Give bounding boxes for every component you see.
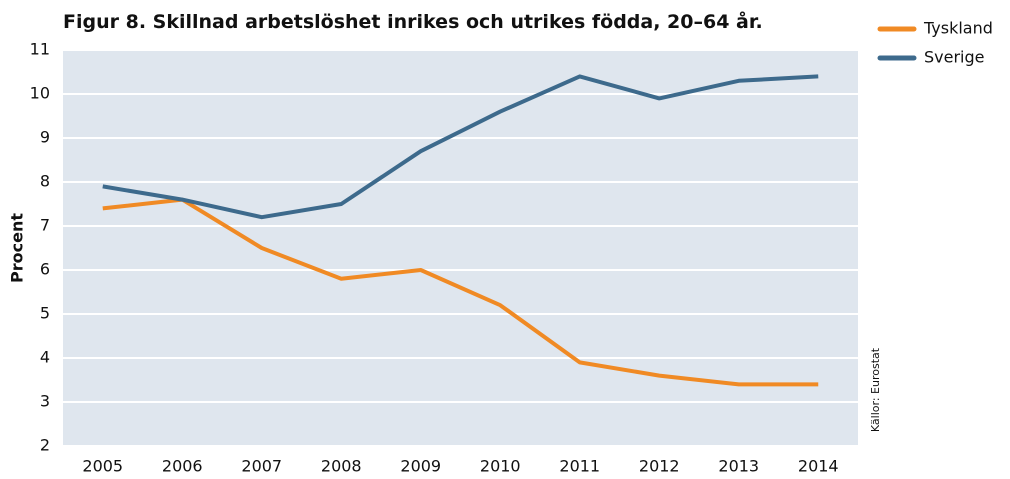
y-tick-label: 4 (40, 348, 50, 367)
x-tick-label: 2013 (718, 457, 759, 476)
line (102, 74, 819, 220)
source: Källor: Eurostat (869, 347, 882, 432)
y-tick-label: 10 (30, 84, 50, 103)
line (102, 197, 819, 387)
y-tick-label: 3 (40, 392, 50, 411)
x-tick-label: 2009 (400, 457, 441, 476)
x-tick-label: 2012 (639, 457, 680, 476)
y-tick-label: 5 (40, 304, 50, 323)
plot-area (63, 50, 858, 446)
x-tick-label: 2006 (162, 457, 203, 476)
legend-label: Sverige (924, 48, 985, 67)
y-tick-label: 8 (40, 172, 50, 191)
y-axis-label: Procent (8, 213, 27, 283)
y-tick-label: 7 (40, 216, 50, 235)
x-tick-label: 2005 (82, 457, 123, 476)
y-tick-label: 6 (40, 260, 50, 279)
y-tick-label: 11 (30, 40, 50, 59)
x-tick-label: 2010 (480, 457, 521, 476)
y-tick-label: 2 (40, 436, 50, 455)
y-tick-label: 9 (40, 128, 50, 147)
x-tick-label: 2011 (559, 457, 600, 476)
legend-label: Tyskland (923, 19, 993, 38)
x-tick-label: 2007 (241, 457, 282, 476)
x-tick-label: 2008 (321, 457, 362, 476)
x-tick-label: 2014 (798, 457, 839, 476)
chart-title: Figur 8. Skillnad arbetslöshet inrikes o… (63, 9, 763, 33)
